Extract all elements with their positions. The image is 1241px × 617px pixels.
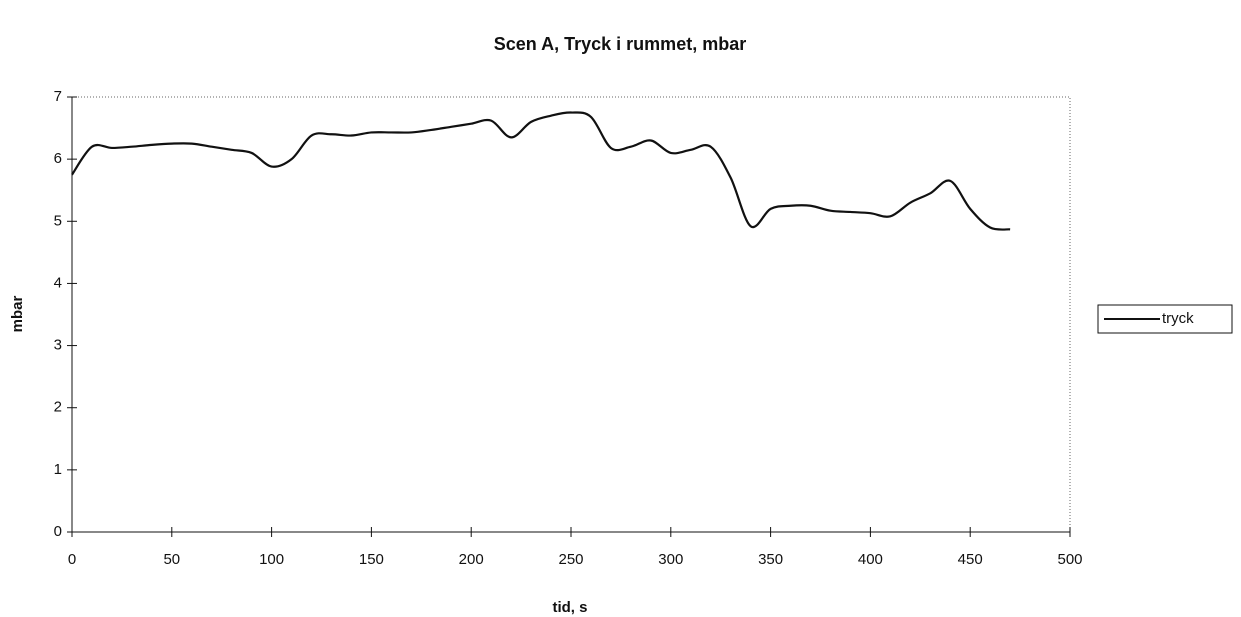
y-tick-label: 0 — [54, 523, 62, 540]
plot-area — [71, 96, 1071, 533]
x-tick-label: 100 — [259, 551, 284, 568]
x-tick-label: 300 — [658, 551, 683, 568]
y-tick-label: 6 — [54, 150, 62, 167]
x-tick-label: 50 — [163, 551, 180, 568]
y-axis-label: mbar — [9, 296, 26, 333]
x-tick-label: 200 — [459, 551, 484, 568]
y-tick-label: 2 — [54, 399, 62, 416]
x-tick-label: 0 — [68, 551, 76, 568]
x-tick-label: 350 — [758, 551, 783, 568]
y-tick-label: 4 — [54, 274, 62, 291]
y-tick-label: 5 — [54, 212, 62, 229]
chart-title: Scen A, Tryck i rummet, mbar — [494, 34, 746, 54]
legend-label: tryck — [1162, 310, 1194, 327]
y-tick-label: 7 — [54, 88, 62, 105]
x-tick-label: 250 — [558, 551, 583, 568]
x-axis-label: tid, s — [552, 599, 587, 616]
line — [71, 111, 1011, 231]
x-tick-label: 500 — [1057, 551, 1082, 568]
y-tick-label: 1 — [54, 461, 62, 478]
x-tick-label: 450 — [958, 551, 983, 568]
y-tick-label: 3 — [54, 337, 62, 354]
x-tick-label: 400 — [858, 551, 883, 568]
x-tick-label: 150 — [359, 551, 384, 568]
